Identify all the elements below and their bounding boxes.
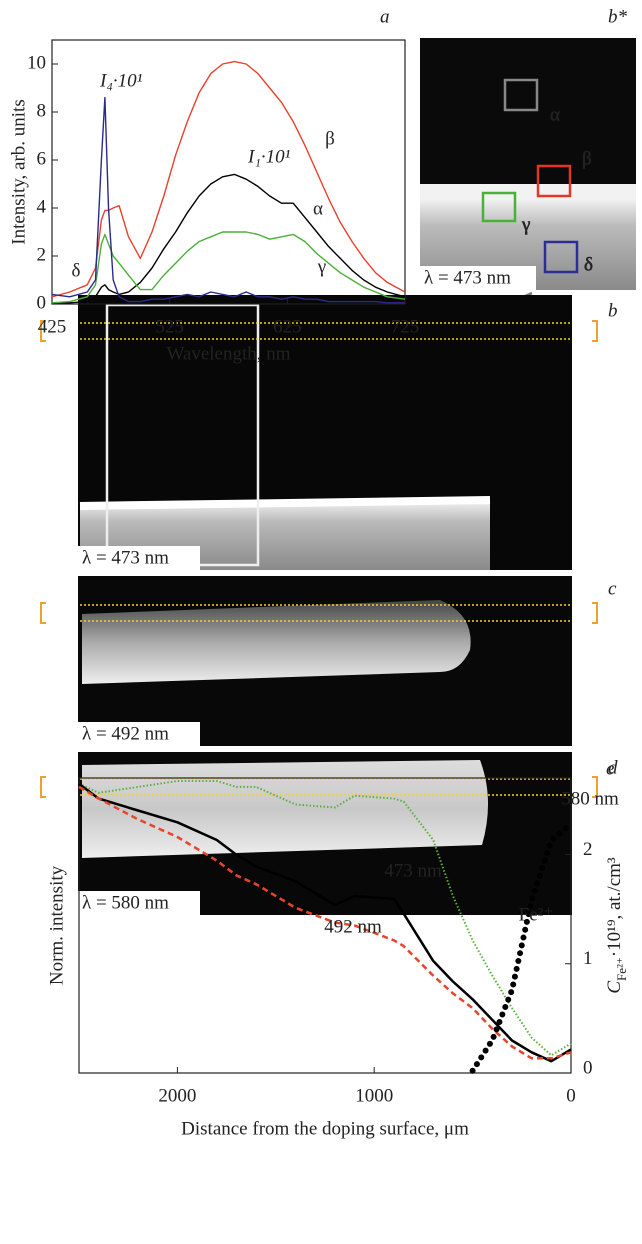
y-tick-label: 10: [27, 52, 46, 73]
y2-axis-label-part: Fe²⁺: [614, 957, 629, 981]
wavelength-label: λ = 473 nm: [424, 267, 511, 288]
y2-tick-label: 2: [583, 839, 593, 860]
series-label: γ: [317, 256, 326, 277]
region-label: β: [582, 148, 592, 169]
y-tick-label: 6: [37, 148, 47, 169]
x-tick-label: 525: [155, 316, 184, 337]
region-label: α: [550, 104, 560, 125]
series-line: [51, 231, 406, 304]
series-label: α: [313, 198, 323, 219]
y-tick-label: 8: [37, 100, 47, 121]
region-label: γ: [521, 214, 530, 235]
image-d: λ = 580 nm d: [40, 752, 618, 915]
series-line: [469, 820, 574, 1074]
panel-label: c: [608, 578, 617, 599]
series-label: 492 nm: [324, 916, 382, 937]
series-line: [51, 60, 406, 298]
series-line: [78, 782, 572, 1063]
panel-label: e: [606, 758, 614, 779]
series-label: 580 nm: [561, 788, 619, 809]
image-b: λ = 473 nm b: [40, 295, 618, 570]
wavelength-label: λ = 492 nm: [82, 723, 169, 744]
x-tick-label: 2000: [158, 1085, 196, 1106]
series-label: 473 nm: [384, 860, 442, 881]
plot-frame: [51, 39, 406, 305]
series-line: [78, 785, 572, 1060]
y-tick-label: 0: [37, 292, 47, 313]
x-tick-label: 625: [273, 316, 302, 337]
wavelength-label: λ = 580 nm: [82, 892, 169, 913]
y-axis-label: Intensity, arb. units: [8, 99, 29, 244]
y2-axis-label-part: ·10¹⁹, at./cm³: [604, 857, 625, 957]
annotation: I₁·10¹: [247, 146, 291, 167]
y-tick-label: 4: [37, 196, 47, 217]
y2-tick-label: 1: [583, 948, 593, 969]
y2-tick-label: 0: [583, 1057, 593, 1078]
series-label: β: [325, 128, 335, 149]
y-axis-label: Norm. intensity: [46, 865, 67, 985]
panel-label: b: [608, 300, 618, 321]
region-label: δ: [584, 254, 593, 275]
annotation: I₄·10¹: [99, 70, 143, 91]
panel-label: b*: [608, 6, 628, 27]
x-tick-label: 725: [391, 316, 420, 337]
image-b-star: α β γ δ λ = 473 nm b*: [420, 6, 636, 290]
y2-axis-label-part: C: [604, 981, 625, 994]
series-label: δ: [72, 260, 81, 281]
x-tick-label: 0: [566, 1085, 576, 1106]
x-tick-label: 425: [38, 316, 67, 337]
x-tick-label: 1000: [355, 1085, 393, 1106]
panel-label: d: [608, 757, 618, 778]
series-line: [52, 173, 406, 304]
plot-frame: [78, 777, 572, 1074]
series-line: [78, 780, 572, 1057]
series-label: Fe²⁺: [519, 904, 554, 925]
y2-axis-label: CFe²⁺·10¹⁹, at./cm³: [604, 857, 629, 994]
y-tick-label: 2: [37, 244, 47, 265]
x-axis-label: Wavelength, nm: [166, 343, 290, 364]
series-line: [51, 96, 405, 304]
panel-label: a: [380, 6, 390, 27]
wavelength-label: λ = 473 nm: [82, 547, 169, 568]
x-axis-label: Distance from the doping surface, μm: [181, 1118, 469, 1139]
image-c: λ = 492 nm c: [40, 576, 617, 746]
